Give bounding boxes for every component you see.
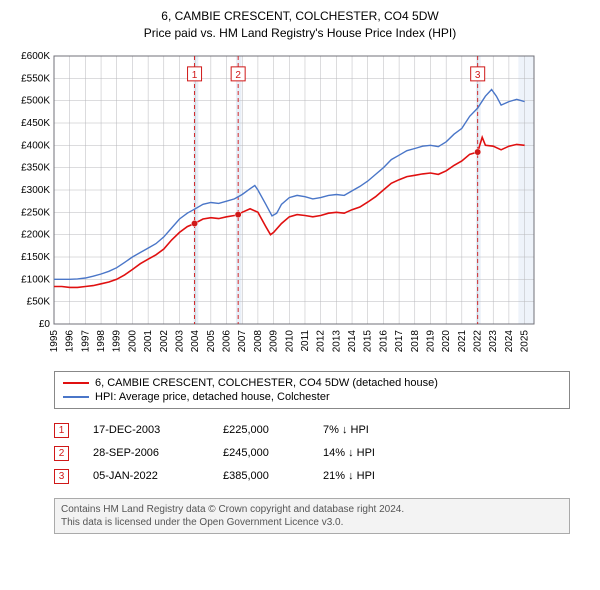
y-tick-label: £300K: [21, 185, 50, 196]
x-tick-label: 2010: [284, 329, 295, 352]
legend-row: 6, CAMBIE CRESCENT, COLCHESTER, CO4 5DW …: [63, 376, 561, 390]
sale-marker-dot: [191, 220, 197, 226]
x-tick-label: 2001: [143, 329, 154, 352]
x-tick-label: 1998: [96, 329, 107, 352]
sale-badge: 2: [54, 446, 69, 461]
y-tick-label: £450K: [21, 118, 50, 129]
footnote-box: Contains HM Land Registry data © Crown c…: [54, 498, 570, 534]
x-tick-label: 2019: [425, 329, 436, 352]
legend-label: HPI: Average price, detached house, Colc…: [95, 391, 330, 403]
x-tick-label: 2016: [378, 329, 389, 352]
sale-date: 17-DEC-2003: [93, 424, 223, 436]
y-tick-label: £500K: [21, 95, 50, 106]
sale-price: £225,000: [223, 424, 323, 436]
x-tick-label: 2003: [174, 329, 185, 352]
y-tick-label: £600K: [21, 51, 50, 62]
sale-price: £385,000: [223, 470, 323, 482]
y-tick-label: £550K: [21, 73, 50, 84]
x-tick-label: 2018: [410, 329, 421, 352]
x-tick-label: 2014: [347, 329, 358, 352]
x-tick-label: 1995: [49, 329, 60, 352]
sale-price: £245,000: [223, 447, 323, 459]
x-tick-label: 1999: [112, 329, 123, 352]
legend-row: HPI: Average price, detached house, Colc…: [63, 390, 561, 404]
sale-marker-dot: [235, 211, 241, 217]
sale-marker-dot: [474, 148, 480, 154]
x-tick-label: 2000: [127, 329, 138, 352]
x-tick-label: 2013: [331, 329, 342, 352]
x-tick-label: 2017: [394, 329, 405, 352]
footnote-line1: Contains HM Land Registry data © Crown c…: [61, 503, 563, 516]
x-tick-label: 2023: [488, 329, 499, 352]
chart-subtitle: Price paid vs. HM Land Registry's House …: [10, 25, 590, 42]
y-tick-label: £150K: [21, 252, 50, 263]
legend-swatch: [63, 382, 89, 384]
legend-box: 6, CAMBIE CRESCENT, COLCHESTER, CO4 5DW …: [54, 371, 570, 409]
y-tick-label: £0: [39, 319, 51, 330]
y-tick-label: £200K: [21, 229, 50, 240]
sale-diff: 7% ↓ HPI: [323, 424, 443, 436]
sale-marker-badge-num: 1: [192, 69, 198, 80]
sale-diff: 14% ↓ HPI: [323, 447, 443, 459]
x-tick-label: 2025: [520, 329, 531, 352]
x-tick-label: 2008: [253, 329, 264, 352]
x-tick-label: 2015: [363, 329, 374, 352]
sale-row: 3 05-JAN-2022£385,00021% ↓ HPI: [54, 465, 570, 488]
legend-swatch: [63, 396, 89, 398]
y-tick-label: £50K: [27, 296, 51, 307]
x-tick-label: 2022: [473, 329, 484, 352]
sale-date: 05-JAN-2022: [93, 470, 223, 482]
sales-table: 1 17-DEC-2003£225,0007% ↓ HPI 2 28-SEP-2006…: [54, 419, 570, 488]
sale-badge: 3: [54, 469, 69, 484]
chart-svg: £0 £50K £100K £150K £200K £250K £300K £350K £400…: [10, 48, 546, 358]
x-tick-label: 2006: [222, 329, 233, 352]
sale-diff: 21% ↓ HPI: [323, 470, 443, 482]
y-tick-label: £350K: [21, 162, 50, 173]
x-tick-label: 2009: [269, 329, 280, 352]
x-tick-label: 1997: [80, 329, 91, 352]
sale-marker-badge-num: 3: [475, 69, 481, 80]
x-tick-label: 2012: [316, 329, 327, 352]
x-tick-label: 2020: [441, 329, 452, 352]
sale-date: 28-SEP-2006: [93, 447, 223, 459]
x-tick-label: 2021: [457, 329, 468, 352]
sale-row: 1 17-DEC-2003£225,0007% ↓ HPI: [54, 419, 570, 442]
sale-badge: 1: [54, 423, 69, 438]
x-tick-label: 2007: [237, 329, 248, 352]
y-tick-label: £400K: [21, 140, 50, 151]
x-tick-label: 1996: [65, 329, 76, 352]
sale-row: 2 28-SEP-2006£245,00014% ↓ HPI: [54, 442, 570, 465]
y-tick-label: £100K: [21, 274, 50, 285]
page-container: 6, CAMBIE CRESCENT, COLCHESTER, CO4 5DW …: [0, 0, 600, 540]
x-tick-label: 2011: [300, 329, 311, 351]
x-tick-label: 2002: [159, 329, 170, 352]
y-tick-label: £250K: [21, 207, 50, 218]
x-tick-label: 2005: [206, 329, 217, 352]
chart-title-line1: 6, CAMBIE CRESCENT, COLCHESTER, CO4 5DW: [10, 8, 590, 25]
sale-marker-badge-num: 2: [235, 69, 241, 80]
price-chart: £0 £50K £100K £150K £200K £250K £300K £350K £400…: [10, 48, 590, 363]
x-tick-label: 2004: [190, 329, 201, 352]
footnote-line2: This data is licensed under the Open Gov…: [61, 516, 563, 529]
legend-label: 6, CAMBIE CRESCENT, COLCHESTER, CO4 5DW …: [95, 377, 438, 389]
x-tick-label: 2024: [504, 329, 515, 352]
